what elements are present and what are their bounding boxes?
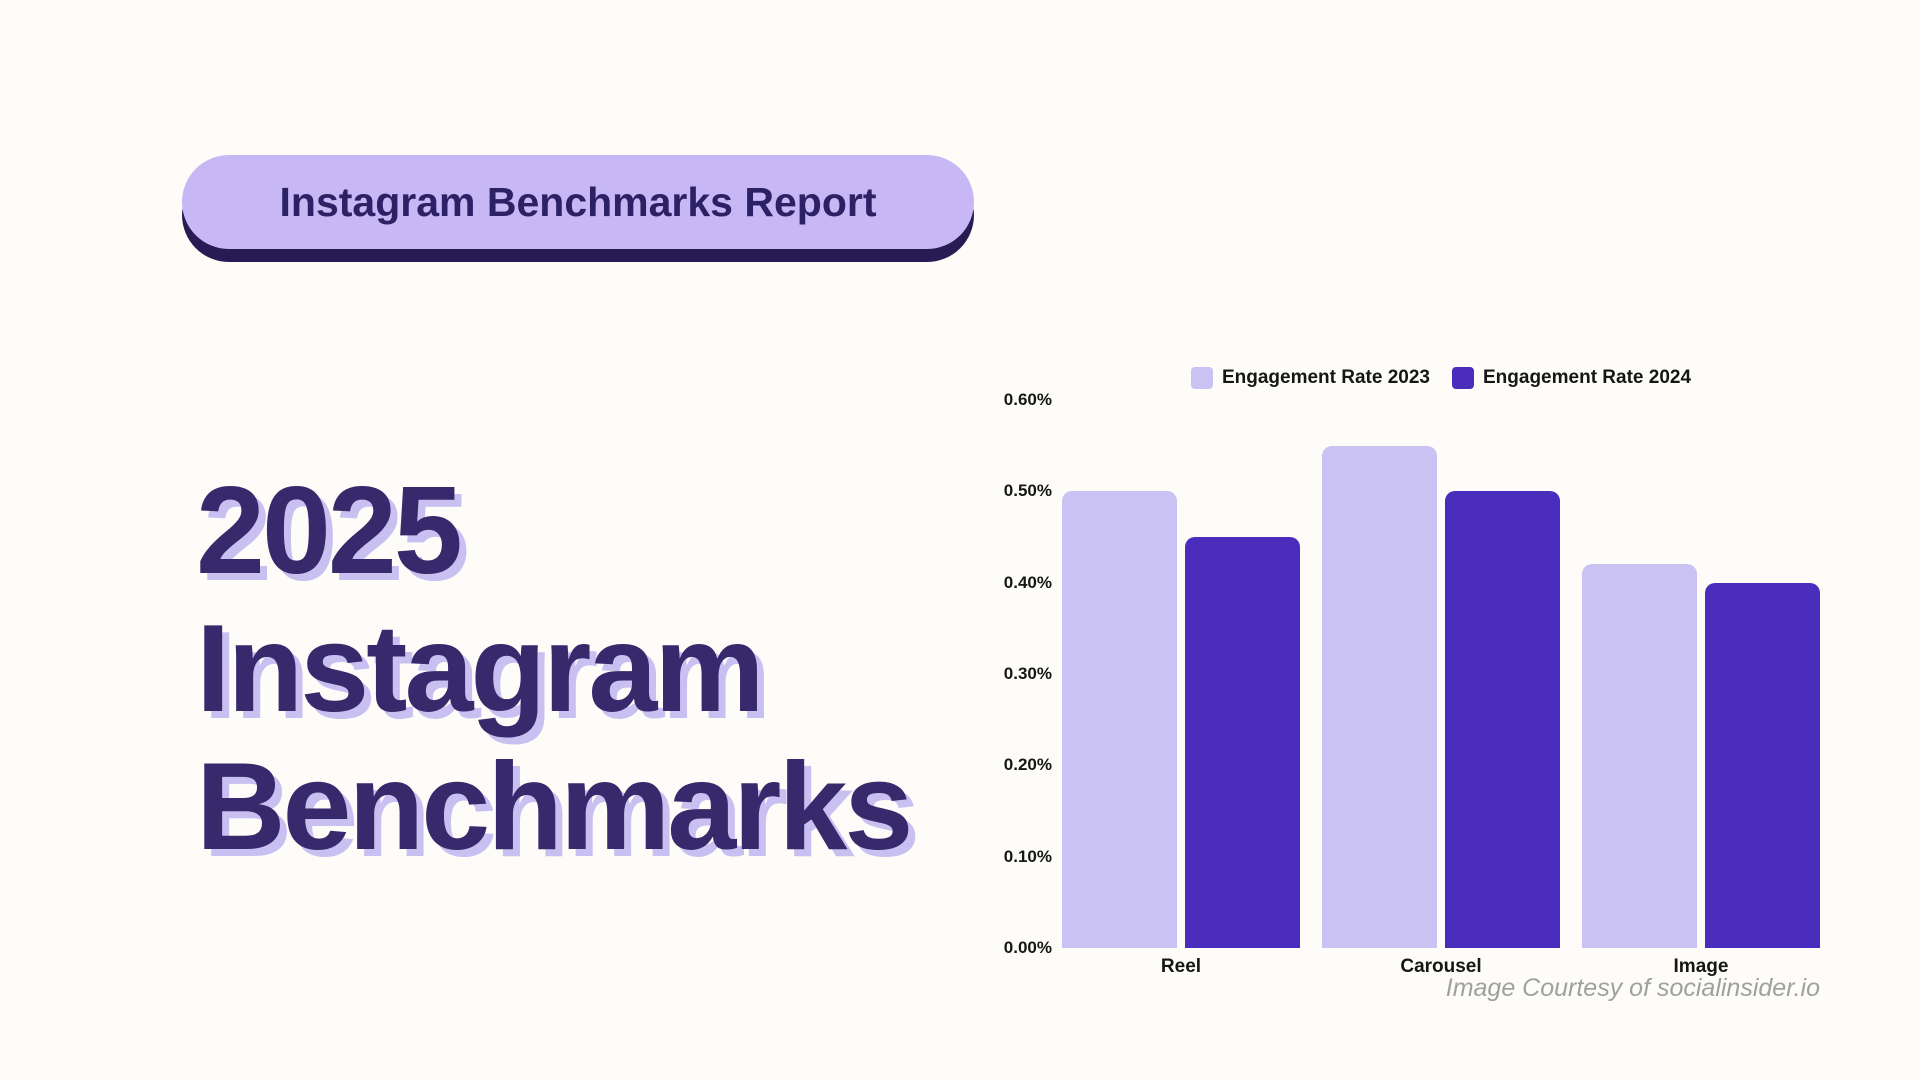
title-line-1: 2025 [196,462,463,600]
legend-swatch-engagement-rate-2023 [1190,367,1213,389]
title-line-3: Benchmarks [196,738,913,876]
bar-image-engagement-rate-2023 [1582,564,1697,948]
badge-label: Instagram Benchmarks Report [279,178,877,225]
legend-item-engagement-rate-2023: Engagement Rate 2023 [1190,367,1430,389]
y-tick-label: 0.40% [1003,572,1052,592]
plot-area [1062,400,1820,948]
y-tick-label: 0.50% [1003,481,1052,501]
y-tick-label: 0.20% [1003,755,1052,775]
engagement-bar-chart: Engagement Rate 2023 Engagement Rate 2024… [1000,362,1820,1032]
bar-image-engagement-rate-2024 [1705,582,1820,948]
chart-legend: Engagement Rate 2023 Engagement Rate 2024 [1062,366,1820,390]
x-axis: Reel Carousel Image [1062,956,1820,978]
bar-reel-engagement-rate-2023 [1062,491,1177,948]
bar-group-carousel [1322,400,1560,948]
y-tick-label: 0.30% [1003,664,1052,683]
title-line-2: Instagram [196,600,765,738]
y-tick-label: 0.10% [1003,846,1052,866]
bar-carousel-engagement-rate-2024 [1445,491,1560,948]
x-axis-label-carousel: Carousel [1400,956,1482,977]
y-axis: 0.00% 0.10% 0.20% 0.30% 0.40% 0.50% 0.60% [1000,390,1052,957]
bar-group-image [1582,400,1820,948]
legend-label: Engagement Rate 2023 [1221,367,1430,388]
bar-carousel-engagement-rate-2023 [1322,445,1437,948]
x-axis-label-image: Image [1673,956,1729,977]
page-title: 2025 Instagram Benchmarks [196,462,996,876]
bar-group-reel [1062,400,1300,948]
attribution-text: Image Courtesy of socialinsider.io [1445,974,1820,1002]
bar-reel-engagement-rate-2024 [1185,537,1300,948]
y-tick-label: 0.60% [1003,390,1052,409]
legend-swatch-engagement-rate-2024 [1452,367,1474,389]
legend-label: Engagement Rate 2024 [1483,367,1692,388]
y-tick-label: 0.00% [1003,938,1052,957]
report-badge: Instagram Benchmarks Report [182,155,974,249]
legend-item-engagement-rate-2024: Engagement Rate 2024 [1452,367,1691,389]
x-axis-label-reel: Reel [1160,956,1202,977]
